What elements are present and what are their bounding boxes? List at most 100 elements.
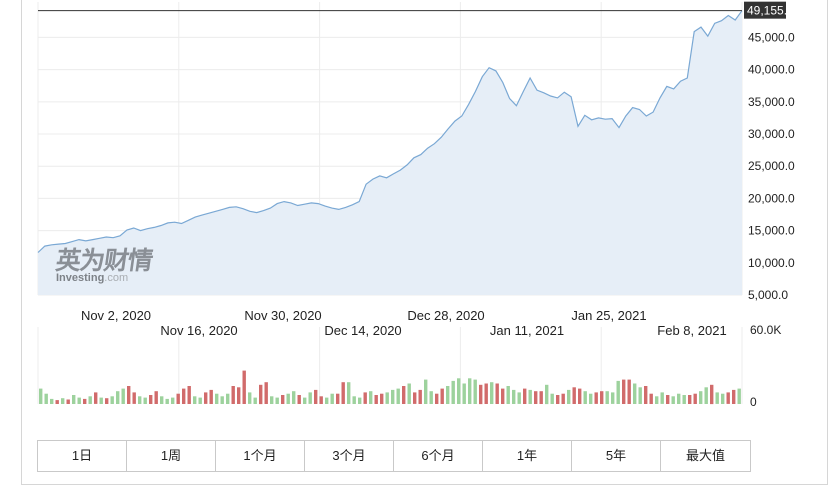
volume-bar (39, 388, 43, 404)
current-price-group: 49,155.0 (38, 1, 794, 19)
volume-bar (737, 388, 741, 404)
x-tick-label: Nov 16, 2020 (160, 323, 237, 338)
volume-bar (374, 395, 378, 404)
volume-bar (721, 393, 725, 404)
volume-bar (292, 391, 296, 404)
volume-bar (380, 393, 384, 404)
volume-bar (341, 382, 345, 404)
volume-y-axis: 60.0K 0 (750, 323, 781, 409)
tab-max[interactable]: 最大值 (685, 448, 725, 463)
volume-y-tick-label: 0 (750, 395, 757, 409)
tab-6-months[interactable]: 6个月 (394, 441, 483, 471)
volume-y-tick-label: 60.0K (750, 323, 781, 337)
volume-bar (363, 392, 367, 404)
volume-bar (182, 388, 186, 404)
volume-bar (270, 396, 274, 404)
tab-1-month[interactable]: 1个月 (216, 441, 305, 471)
volume-bar (594, 392, 598, 404)
volume-bar (154, 391, 158, 404)
volume-bar (567, 389, 571, 404)
volume-bar (644, 386, 648, 404)
volume-bar (358, 397, 362, 404)
volume-bar (479, 384, 483, 405)
volume-bar (457, 378, 461, 404)
volume-bar (396, 388, 400, 404)
volume-bar (666, 395, 670, 404)
volume-bar (187, 386, 191, 404)
volume-bar (248, 392, 252, 404)
volume-bar (418, 389, 422, 404)
volume-bar (193, 396, 197, 404)
volume-bar (484, 383, 488, 404)
volume-bar (446, 386, 450, 404)
volume-bar (369, 391, 373, 404)
volume-bar (589, 393, 593, 404)
volume-bar (303, 397, 307, 404)
price-area (38, 10, 742, 295)
volume-bar (61, 398, 65, 404)
volume-bar (132, 392, 136, 404)
volume-bar (622, 379, 626, 404)
volume-bar (550, 393, 554, 404)
volume-bar (506, 386, 510, 404)
volume-bar (385, 392, 389, 404)
y-tick-label: 5,000.0 (748, 288, 788, 302)
volume-bar (688, 395, 692, 404)
volume-bar (264, 382, 268, 404)
price-area-fill (38, 10, 742, 295)
volume-bar (578, 388, 582, 404)
volume-bar (314, 389, 318, 404)
volume-bar (501, 388, 505, 404)
volume-bar (649, 393, 653, 404)
x-tick-label: Nov 30, 2020 (244, 308, 321, 323)
volume-bar (231, 386, 235, 404)
volume-bar (655, 396, 659, 404)
date-axis: Nov 2, 2020 Nov 30, 2020 Dec 28, 2020 Jan 2… (81, 308, 727, 338)
x-tick-label: Feb 8, 2021 (657, 323, 726, 338)
volume-bar (319, 396, 323, 404)
volume-bar (413, 392, 417, 404)
y-tick-label: 35,000.0 (748, 95, 795, 109)
volume-bar (171, 397, 175, 404)
volume-bar (605, 391, 609, 404)
volume-bars (39, 370, 741, 405)
volume-bar (490, 382, 494, 404)
volume-bar (143, 397, 147, 404)
volume-bar (253, 397, 257, 404)
volume-bar (495, 383, 499, 404)
volume-bar (391, 389, 395, 404)
x-tick-label: Jan 25, 2021 (571, 308, 646, 323)
volume-bar (297, 395, 301, 404)
tab-3-months[interactable]: 3个月 (305, 441, 394, 471)
volume-bar (198, 397, 202, 404)
volume-bar (539, 391, 543, 404)
volume-bar (281, 395, 285, 404)
volume-bar (99, 397, 103, 404)
current-price-label: 49,155.0 (747, 4, 794, 18)
tab-1-day[interactable]: 1日 (38, 441, 127, 471)
volume-bar (468, 378, 472, 404)
volume-bar (616, 380, 620, 404)
volume-bar (352, 396, 356, 404)
y-tick-label: 30,000.0 (748, 127, 795, 141)
volume-bar (220, 396, 224, 404)
tab-5-years[interactable]: 5年 (572, 441, 661, 471)
investing-watermark: 英为财情 Investing.com (54, 246, 154, 284)
volume-bar (462, 383, 466, 404)
volume-bar (693, 393, 697, 404)
volume-bar (242, 370, 246, 404)
volume-bar (50, 398, 54, 404)
volume-bar (160, 396, 164, 404)
volume-bar (726, 392, 730, 404)
y-tick-label: 45,000.0 (748, 30, 795, 44)
tab-1-week[interactable]: 1周 (127, 441, 216, 471)
volume-bar (583, 391, 587, 404)
current-price-box (744, 1, 786, 19)
volume-bar (149, 395, 153, 404)
x-tick-label: Dec 28, 2020 (407, 308, 484, 323)
volume-bar (204, 392, 208, 404)
volume-bar (88, 396, 92, 404)
volume-bar (66, 399, 70, 404)
tab-1-year[interactable]: 1年 (483, 441, 572, 471)
